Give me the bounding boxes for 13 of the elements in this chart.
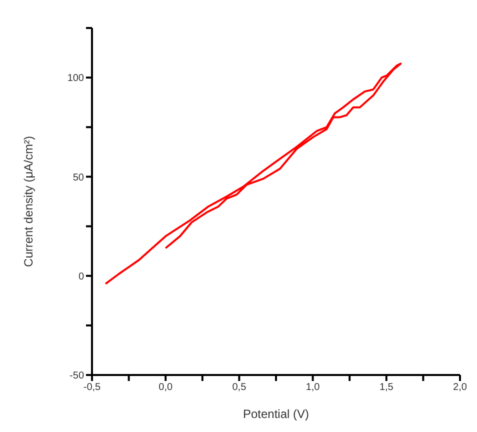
x-tick-label: -0,5 [83,382,102,394]
x-tick-label: 1,0 [306,382,320,394]
line-series [104,62,402,285]
x-tick-label: 0,5 [232,382,247,394]
x-tick-label: 2,0 [453,382,468,394]
y-tick-label: 100 [67,73,84,84]
x-tick-label: 0,0 [158,382,173,394]
y-tick-label: -50 [70,370,84,382]
x-axis-title: Potential (V) [242,407,310,421]
y-axis-title: Current density (μA/cm²) [21,136,36,267]
y-tick-label: 50 [72,172,84,184]
y-tick-label: 0 [78,271,84,282]
x-tick-label: 1,5 [379,382,394,394]
